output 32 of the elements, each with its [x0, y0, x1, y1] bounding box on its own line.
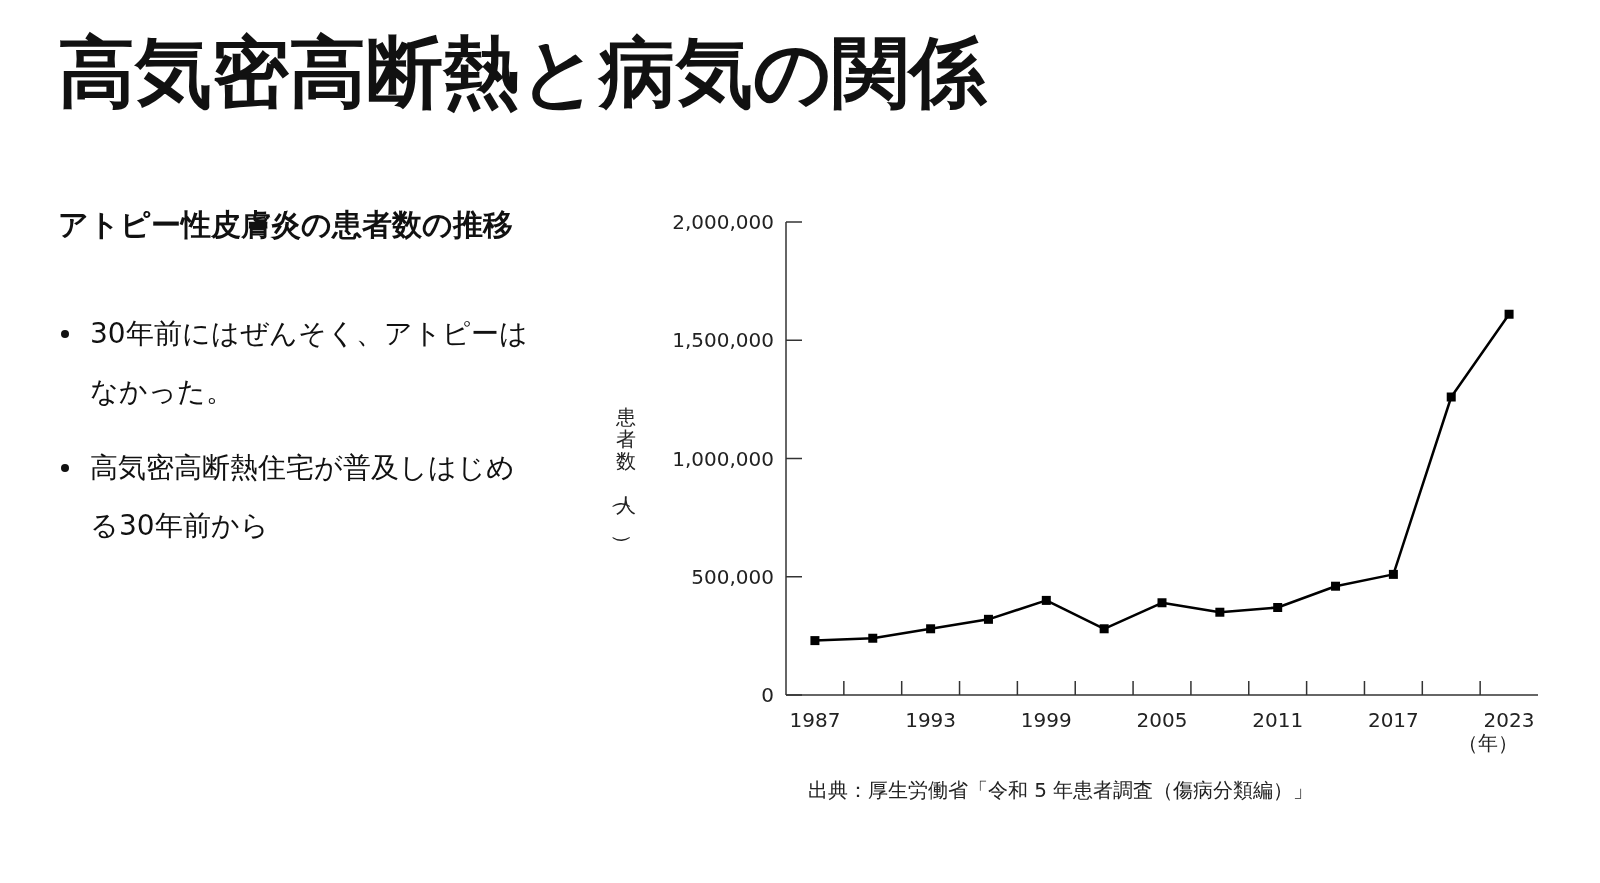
x-tick-label: 2023: [1483, 708, 1535, 732]
x-tick-label: 1987: [789, 708, 841, 732]
point: [1331, 581, 1341, 591]
text: 30年前にはぜんそく、アトピーはなかった。: [90, 316, 529, 410]
x-tick-label: 1999: [1020, 708, 1072, 732]
x-tick-label: 1993: [905, 708, 957, 732]
point: [810, 636, 820, 646]
y-axis-title: 患者数（人）: [611, 405, 636, 554]
point: [1157, 598, 1167, 608]
y-tick-label: 500,000: [691, 564, 774, 589]
point: [1446, 392, 1456, 402]
x-tick-label: 2011: [1252, 708, 1304, 732]
y-tick-label: 1,000,000: [672, 446, 774, 471]
chart-title: 高気密高断熱と病気の関係: [58, 27, 986, 119]
source-note: 出典：厚生労働省「令和 5 年患者調査（傷病分類編）」: [808, 778, 1314, 802]
point: [926, 624, 936, 634]
y-tick-label: 2,000,000: [672, 210, 774, 234]
point: [1504, 309, 1514, 319]
point: [1273, 603, 1283, 612]
text: 高気密高断熱住宅が普及しはじめる30年前から: [90, 450, 516, 544]
text: アトピー性皮膚炎の患者数の推移: [58, 206, 513, 244]
x-tick-label: 2017: [1367, 708, 1419, 732]
point: [1041, 595, 1051, 605]
x-axis-title: （年）: [1458, 731, 1518, 755]
y-tick-label: 0: [761, 683, 774, 707]
point: [1388, 569, 1398, 579]
y-tick-label: 1,500,000: [672, 328, 774, 353]
point: [1099, 624, 1109, 634]
point: [1215, 607, 1225, 617]
point: [868, 633, 878, 643]
point: [983, 614, 993, 624]
x-tick-label: 2005: [1136, 708, 1188, 732]
